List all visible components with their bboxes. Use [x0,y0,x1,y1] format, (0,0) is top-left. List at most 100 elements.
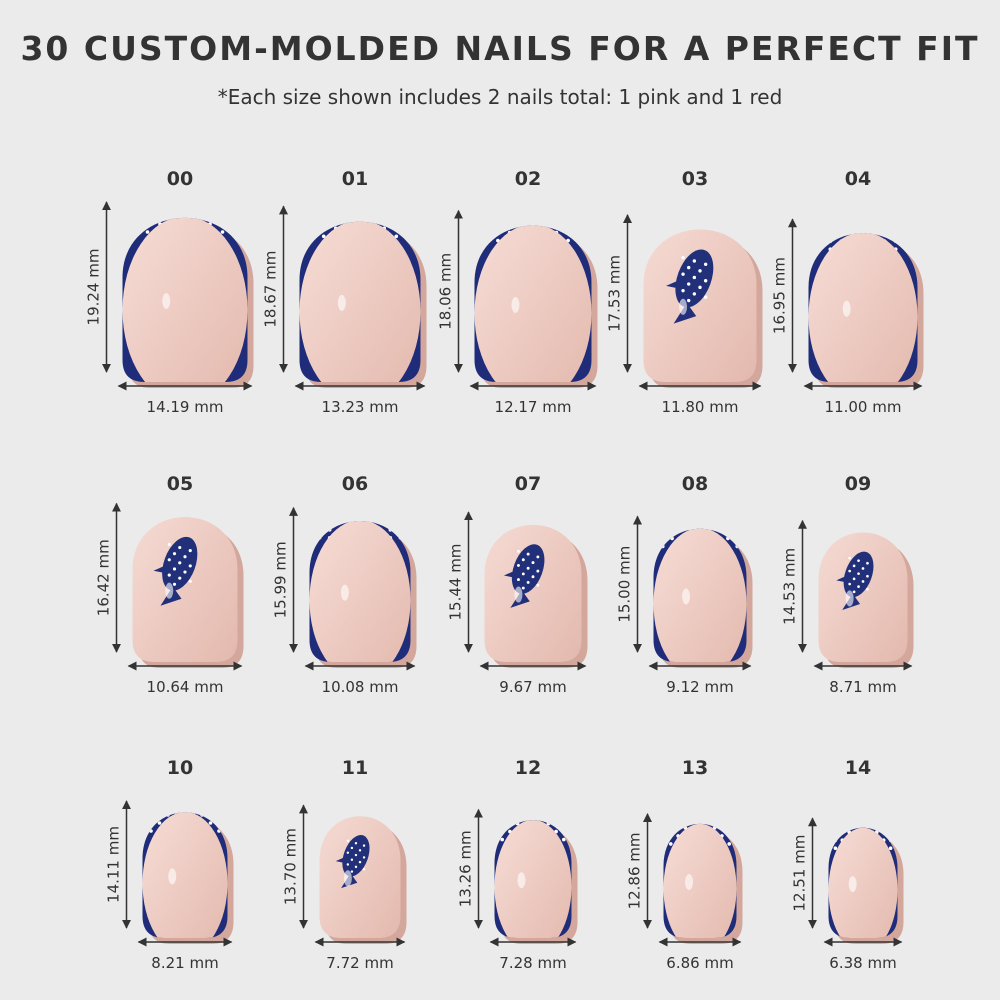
shark-fin [335,855,350,864]
shark-spot [687,265,691,270]
shark-spot [681,288,685,293]
width-label: 9.12 mm [666,678,733,696]
shark-spot [703,279,708,283]
width-label: 11.80 mm [662,398,739,416]
size-label: 12 [515,757,541,779]
nail-body [494,820,572,938]
nail-shine [162,293,171,309]
shark-spot [346,839,350,843]
tip-dot [394,234,399,239]
shark-spot [536,583,540,587]
width-label: 9.67 mm [499,678,566,696]
shark-spot [521,586,525,590]
shark-spot [178,561,182,565]
shark-fin [666,278,685,290]
shark-spot [350,846,354,850]
shark-spot [866,574,869,578]
nail-shine [848,876,857,893]
shark-spot [852,590,856,594]
shark-spot [516,563,520,567]
shark-spot [852,564,856,568]
shark-spot [362,844,366,847]
nail-body [828,827,898,938]
nail-body [122,217,248,382]
shark-spot [183,555,187,559]
title: 30 CUSTOM-MOLDED NAILS FOR A PERFECT FIT [20,29,979,68]
nail [494,820,578,944]
shark-spot [866,587,869,591]
nail-shine [682,588,691,605]
shark-spot [681,255,685,260]
shark-spot [866,561,869,565]
shark-spot [362,868,366,871]
shark-spot [516,549,520,553]
size-label: 00 [167,168,193,190]
shark-spot [358,860,362,864]
shark-spot [848,569,851,573]
width-label: 10.08 mm [322,678,399,696]
nail-shine [168,868,177,885]
shark-spot [536,569,540,573]
nail-shine [842,300,851,317]
shark-spot [531,561,535,565]
size-label: 08 [682,473,708,495]
shark-spot [172,567,177,571]
tip-dot [669,842,673,846]
nail-body [299,221,421,382]
shark-spot [358,849,362,852]
shark-spot [692,275,697,280]
nail-shine [685,874,694,891]
width-label: 7.72 mm [326,954,393,972]
width-label: 14.19 mm [147,398,224,416]
shark-spot [857,559,860,563]
height-label: 13.70 mm [282,828,300,905]
nail-body [643,229,757,382]
shark-spot [692,292,697,296]
shark-spot [354,865,358,869]
shark-spot [692,259,697,263]
nail-body [319,816,401,938]
nail-base [309,520,411,662]
height-label: 19.24 mm [85,249,103,326]
nail-base [122,217,248,382]
nail-shine [343,870,352,887]
height-label: 13.26 mm [457,830,475,907]
nail-base [142,812,228,938]
nail [122,217,254,388]
nail-body [132,517,238,662]
nail-base [828,827,898,938]
nail [643,229,763,388]
shark-spot [531,575,535,579]
size-label: 09 [845,473,871,495]
size-label: 01 [342,168,368,190]
shark-spot [852,577,856,581]
tip-dot [157,821,162,825]
nail-base [494,820,572,938]
shark-spot [172,582,177,586]
subtitle: *Each size shown includes 2 nails total:… [218,85,783,109]
tip-dot [321,234,326,239]
shark-spot [526,552,530,556]
tip-dot [562,837,566,842]
nail-base [474,225,592,382]
nail [474,225,598,388]
shark-spot [516,578,520,582]
nail-shine [165,582,174,599]
nail [663,823,743,944]
shark-spot [681,272,685,276]
shark-spot [848,556,851,560]
width-label: 8.21 mm [151,954,218,972]
shark-spot [346,851,350,854]
width-label: 6.38 mm [829,954,896,972]
shark-spot [350,858,354,861]
height-label: 15.00 mm [616,546,634,623]
shark-spot [188,549,192,553]
shark-spot [188,579,192,583]
height-label: 14.53 mm [781,548,799,625]
height-label: 12.86 mm [626,832,644,909]
shark-spot [698,269,702,273]
nail-body [653,528,747,662]
shark-spot [857,585,860,588]
width-label: 8.71 mm [829,678,896,696]
